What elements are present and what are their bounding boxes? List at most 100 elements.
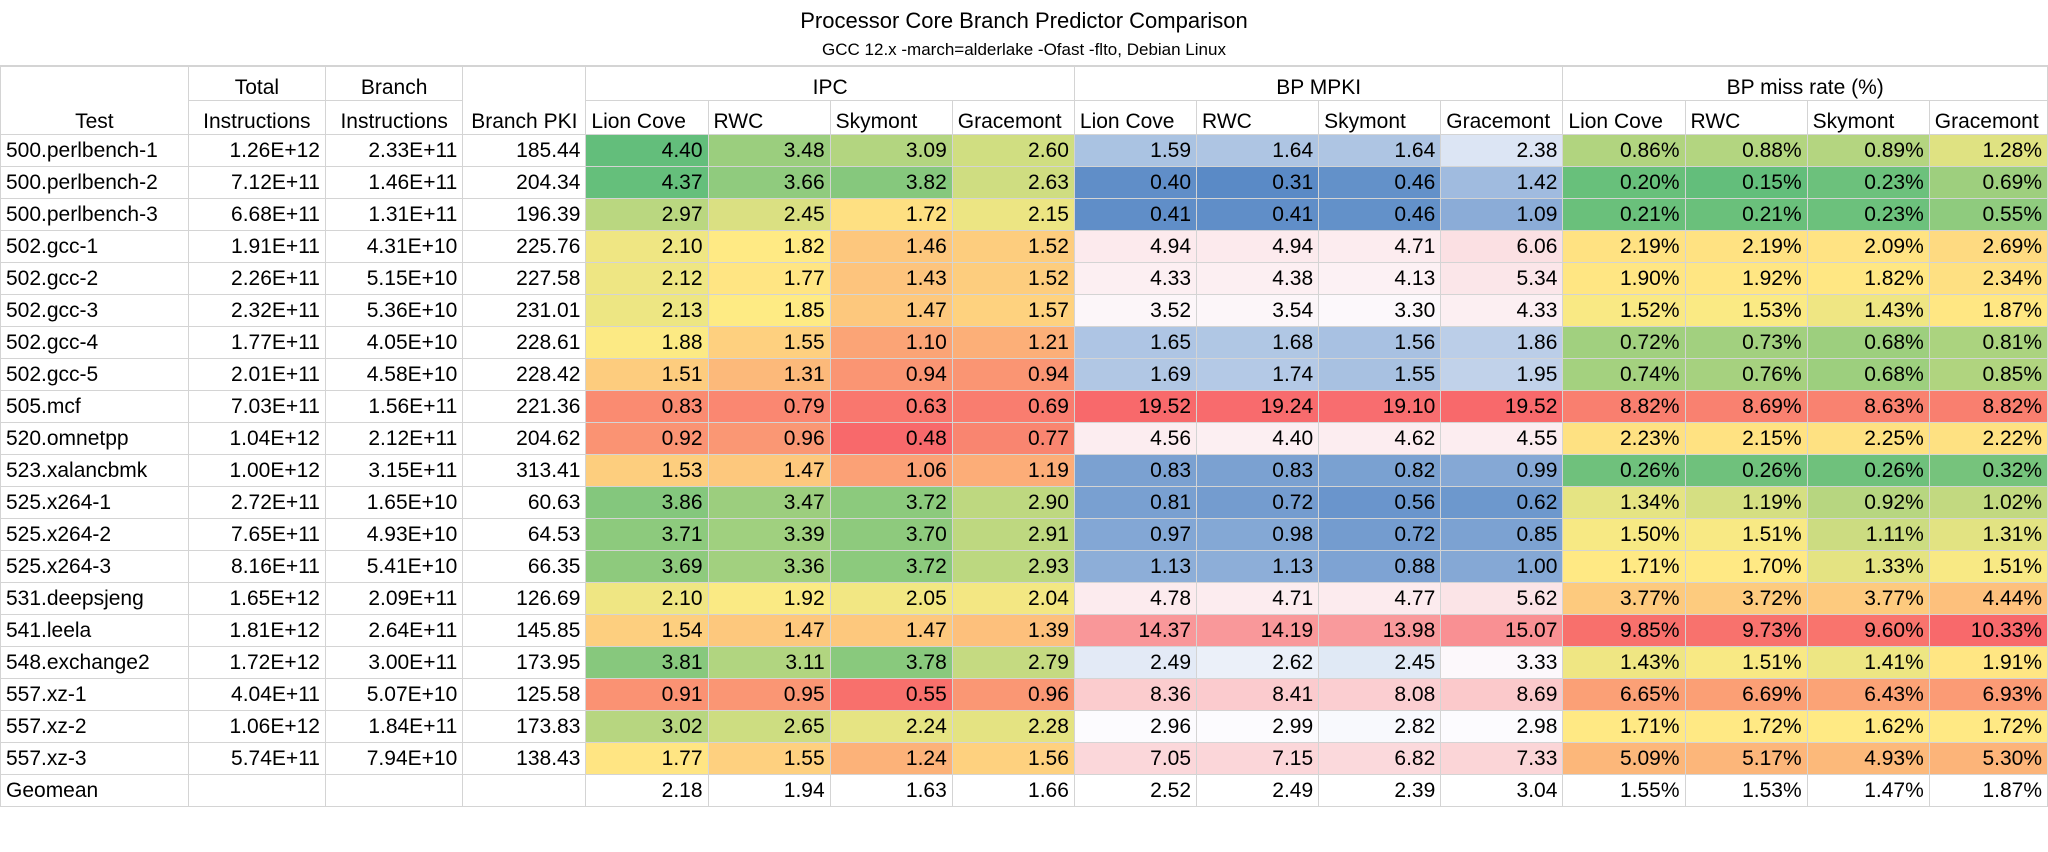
cell-miss-rate: 8.82% (1562, 390, 1686, 423)
cell-ipc: 2.05 (829, 582, 953, 615)
cell-miss-rate: 1.53% (1684, 294, 1808, 327)
cell-ipc: 0.92 (585, 422, 709, 455)
cell-miss-rate: 0.85% (1928, 358, 2048, 391)
cell-branch-instructions: 3.00E+11 (324, 646, 464, 679)
cell-mpki: 0.99 (1440, 454, 1564, 487)
cell-miss-rate: 3.77% (1806, 582, 1930, 615)
cell-total-instructions: 1.81E+12 (187, 614, 327, 647)
cell-empty (324, 774, 464, 807)
cell-ipc: 0.79 (707, 390, 831, 423)
cell-ipc: 3.02 (585, 710, 709, 743)
cell-mpki: 2.96 (1073, 710, 1198, 743)
cell-geomean-ipc: 1.94 (707, 774, 831, 807)
cell-ipc: 1.82 (707, 230, 831, 263)
cell-mpki: 2.45 (1318, 646, 1442, 679)
cell-branch-instructions: 3.15E+11 (324, 454, 464, 487)
cell-ipc: 0.55 (829, 678, 953, 711)
cell-branch-pki: 225.76 (462, 230, 587, 263)
cell-ipc: 0.83 (585, 390, 709, 423)
cell-test: 557.xz-1 (0, 678, 189, 711)
header-mpki-core: RWC (1196, 100, 1320, 135)
cell-test: 500.perlbench-2 (0, 166, 189, 199)
cell-mpki: 4.33 (1073, 262, 1198, 295)
cell-total-instructions: 2.72E+11 (187, 486, 327, 519)
cell-ipc: 2.63 (951, 166, 1075, 199)
cell-ipc: 0.94 (951, 358, 1075, 391)
cell-test: 525.x264-3 (0, 550, 189, 583)
cell-miss-rate: 0.26% (1562, 454, 1686, 487)
cell-miss-rate: 5.30% (1928, 742, 2048, 775)
table-row: 502.gcc-4 1.77E+11 4.05E+10 228.61 1.88 1.55 1… (0, 326, 2048, 359)
cell-miss-rate: 0.21% (1562, 198, 1686, 231)
cell-mpki: 4.71 (1318, 230, 1442, 263)
cell-mpki: 1.55 (1318, 358, 1442, 391)
cell-mpki: 5.62 (1440, 582, 1564, 615)
cell-geomean-miss: 1.53% (1684, 774, 1808, 807)
cell-mpki: 1.69 (1073, 358, 1198, 391)
cell-ipc: 3.86 (585, 486, 709, 519)
cell-ipc: 3.48 (707, 134, 831, 167)
cell-total-instructions: 1.26E+12 (187, 134, 327, 167)
cell-ipc: 2.60 (951, 134, 1075, 167)
header-mpki-core: Lion Cove (1073, 100, 1198, 135)
cell-mpki: 1.65 (1073, 326, 1198, 359)
chart-subtitle: GCC 12.x -march=alderlake -Ofast -flto, … (822, 40, 1226, 59)
cell-empty (187, 774, 327, 807)
cell-ipc: 2.93 (951, 550, 1075, 583)
cell-ipc: 0.77 (951, 422, 1075, 455)
cell-branch-pki: 204.62 (462, 422, 587, 455)
cell-mpki: 0.46 (1318, 198, 1442, 231)
header-miss-core: Skymont (1806, 100, 1930, 135)
cell-miss-rate: 1.91% (1928, 646, 2048, 679)
cell-ipc: 3.78 (829, 646, 953, 679)
cell-miss-rate: 1.72% (1928, 710, 2048, 743)
cell-mpki: 4.33 (1440, 294, 1564, 327)
cell-ipc: 2.15 (951, 198, 1075, 231)
cell-miss-rate: 0.23% (1806, 166, 1930, 199)
cell-mpki: 0.72 (1196, 486, 1320, 519)
cell-branch-instructions: 7.94E+10 (324, 742, 464, 775)
cell-mpki: 4.13 (1318, 262, 1442, 295)
cell-miss-rate: 1.50% (1562, 518, 1686, 551)
cell-mpki: 13.98 (1318, 614, 1442, 647)
header-group-miss: BP miss rate (%) (1562, 66, 2048, 101)
cell-ipc: 1.77 (707, 262, 831, 295)
cell-mpki: 3.52 (1073, 294, 1198, 327)
cell-miss-rate: 0.32% (1928, 454, 2048, 487)
header-row-2: Instructions Instructions Lion Cove RWC Sk… (1, 100, 2048, 135)
cell-geomean-mpki: 2.52 (1073, 774, 1198, 807)
cell-branch-instructions: 5.07E+10 (324, 678, 464, 711)
cell-total-instructions: 5.74E+11 (187, 742, 327, 775)
cell-mpki: 6.06 (1440, 230, 1564, 263)
header-branch-line1: Branch (324, 66, 464, 101)
cell-test: 502.gcc-3 (0, 294, 189, 327)
cell-branch-pki: 173.95 (462, 646, 587, 679)
cell-ipc: 0.96 (707, 422, 831, 455)
cell-mpki: 0.41 (1196, 198, 1320, 231)
header-ipc-core: RWC (707, 100, 831, 135)
cell-branch-pki: 228.42 (462, 358, 587, 391)
cell-miss-rate: 0.26% (1684, 454, 1808, 487)
cell-ipc: 1.39 (951, 614, 1075, 647)
cell-miss-rate: 1.51% (1684, 518, 1808, 551)
cell-branch-instructions: 2.12E+11 (324, 422, 464, 455)
cell-mpki: 0.62 (1440, 486, 1564, 519)
cell-total-instructions: 1.91E+11 (187, 230, 327, 263)
cell-geomean-miss: 1.47% (1806, 774, 1930, 807)
cell-mpki: 4.77 (1318, 582, 1442, 615)
cell-ipc: 3.11 (707, 646, 831, 679)
cell-ipc: 2.28 (951, 710, 1075, 743)
cell-miss-rate: 2.15% (1684, 422, 1808, 455)
cell-miss-rate: 8.82% (1928, 390, 2048, 423)
cell-miss-rate: 1.43% (1562, 646, 1686, 679)
header-ipc-core: Gracemont (951, 100, 1075, 135)
cell-mpki: 1.95 (1440, 358, 1564, 391)
cell-test: 502.gcc-1 (0, 230, 189, 263)
cell-branch-pki: 204.34 (462, 166, 587, 199)
cell-ipc: 3.69 (585, 550, 709, 583)
cell-mpki: 8.08 (1318, 678, 1442, 711)
header-row-1: Test Total Branch Branch PKI IPC BP MPKI… (0, 66, 2048, 135)
cell-branch-instructions: 5.36E+10 (324, 294, 464, 327)
cell-miss-rate: 1.87% (1928, 294, 2048, 327)
cell-mpki: 1.42 (1440, 166, 1564, 199)
